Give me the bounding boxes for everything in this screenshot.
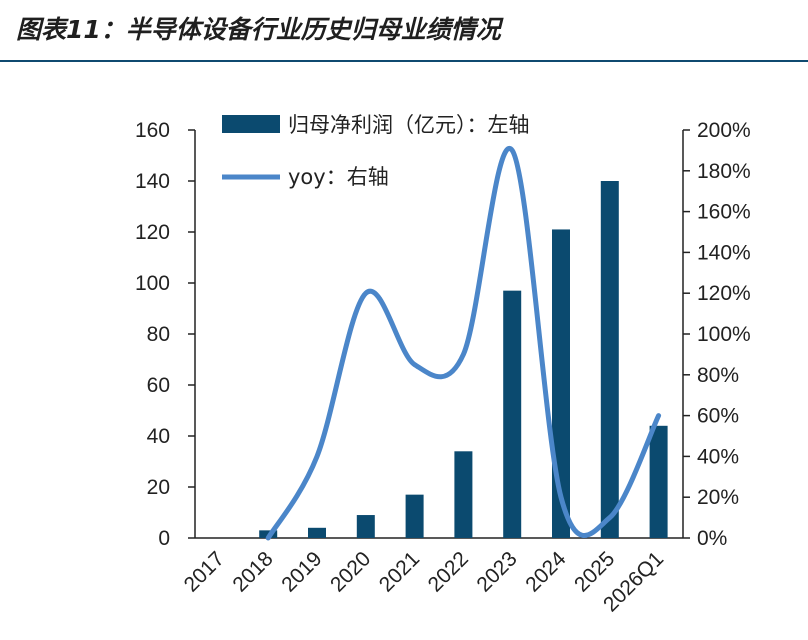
figure-title: 图表11：半导体设备行业历史归母业绩情况 xyxy=(16,15,501,44)
right-tick-label: 100% xyxy=(697,323,751,346)
right-tick-label: 200% xyxy=(697,119,751,142)
right-tick-label: 120% xyxy=(697,282,751,305)
right-tick-label: 40% xyxy=(697,445,739,468)
x-tick-label: 2020 xyxy=(326,547,375,596)
left-tick-label: 0 xyxy=(158,527,170,550)
left-tick-label: 140 xyxy=(135,170,170,193)
right-tick-label: 60% xyxy=(697,405,739,428)
bar-2022 xyxy=(454,451,473,538)
x-tick-label: 2018 xyxy=(228,547,277,596)
x-tick-label: 2024 xyxy=(521,547,571,597)
left-tick-label: 80 xyxy=(147,323,170,346)
title-divider xyxy=(0,60,808,62)
right-tick-label: 0% xyxy=(697,527,727,550)
legend-line-label: yoy：右轴 xyxy=(288,165,389,189)
right-tick-label: 180% xyxy=(697,160,751,183)
left-tick-label: 40 xyxy=(147,425,170,448)
x-tick-label: 2017 xyxy=(180,547,229,596)
left-tick-label: 100 xyxy=(135,272,170,295)
right-tick-label: 20% xyxy=(697,486,739,509)
x-tick-label: 2021 xyxy=(375,547,424,596)
left-tick-label: 60 xyxy=(147,374,170,397)
x-tick-label: 2022 xyxy=(424,547,473,596)
legend: 归母净利润（亿元）：左轴 yoy：右轴 xyxy=(222,113,530,189)
legend-bar-label: 归母净利润（亿元）：左轴 xyxy=(288,113,530,137)
right-tick-label: 80% xyxy=(697,364,739,387)
left-tick-label: 160 xyxy=(135,119,170,142)
bar-2019 xyxy=(308,527,326,538)
bar-2020 xyxy=(356,515,375,538)
right-tick-label: 160% xyxy=(697,201,751,224)
bar-2026Q1 xyxy=(649,425,668,538)
bar-2021 xyxy=(405,494,424,538)
right-tick-label: 140% xyxy=(697,241,751,264)
bar-2025 xyxy=(600,181,619,538)
left-tick-label: 20 xyxy=(147,476,170,499)
x-tick-label: 2019 xyxy=(277,547,326,596)
left-tick-label: 120 xyxy=(135,221,170,244)
yoy-line xyxy=(265,145,662,541)
legend-bar-swatch xyxy=(222,115,280,133)
bar-2023 xyxy=(503,290,522,538)
x-tick-label: 2023 xyxy=(472,547,521,596)
